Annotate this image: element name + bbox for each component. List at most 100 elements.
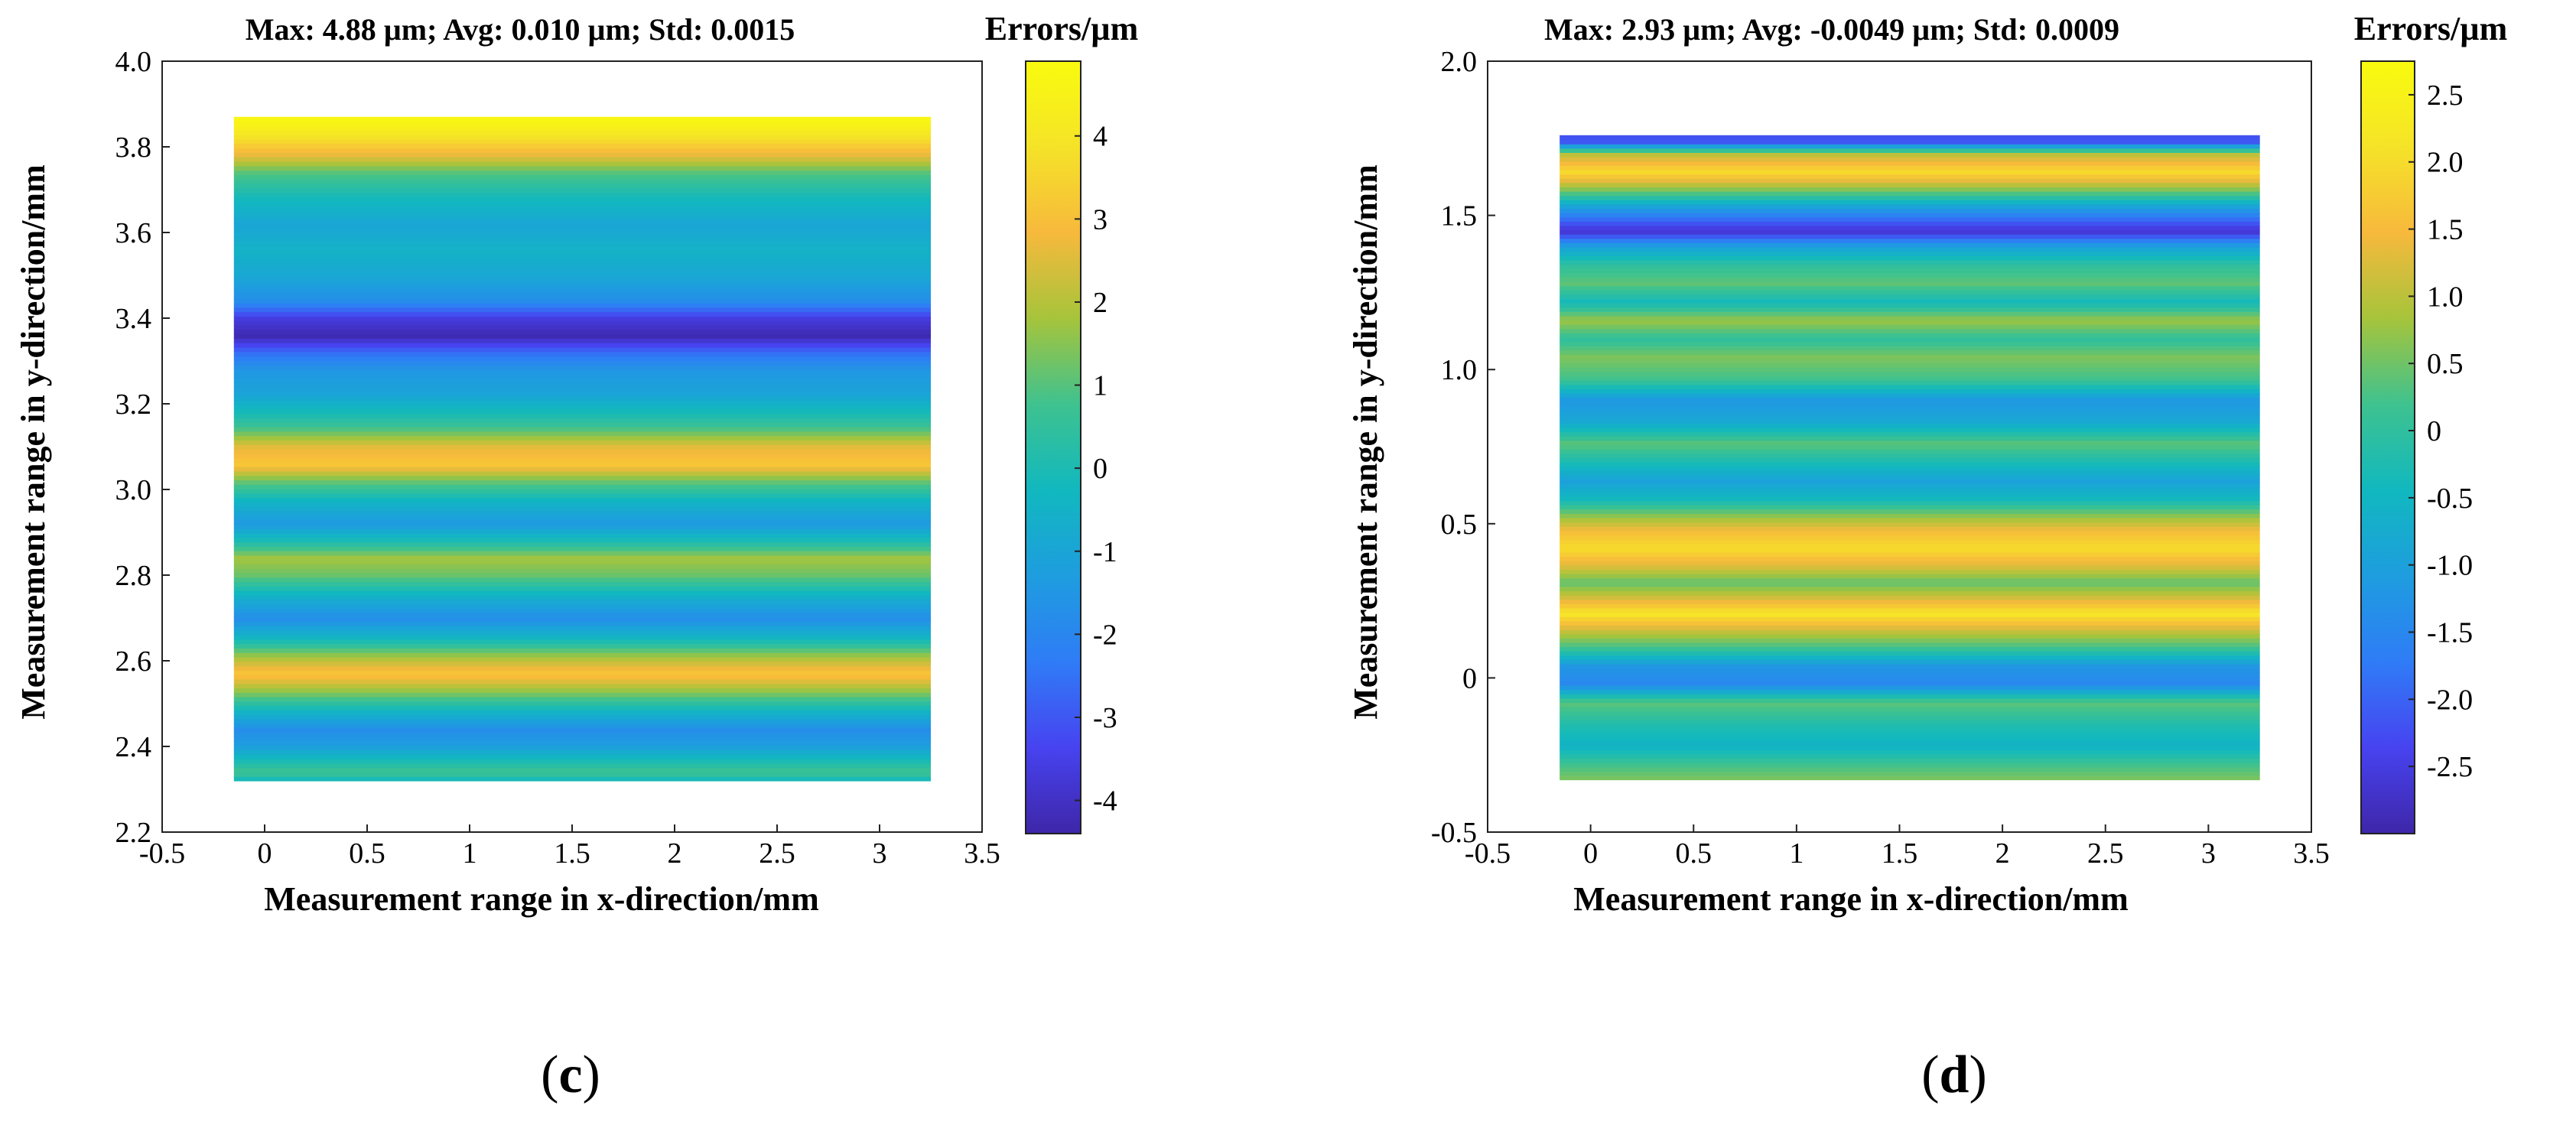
heatmap-band: [233, 448, 931, 454]
heatmap-band: [1560, 496, 2260, 502]
heatmap-band: [1560, 732, 2260, 738]
colorbar-tick-label: -1.0: [2427, 550, 2473, 582]
y-tick-label: 2.2: [115, 817, 152, 849]
x-tick-label: 3: [873, 837, 887, 870]
heatmap-band: [233, 626, 931, 631]
chart-title-c: Max: 4.88 µm; Avg: 0.010 µm; Std: 0.0015: [246, 12, 795, 47]
heatmap-band: [233, 125, 931, 131]
heatmap-band: [1560, 483, 2260, 489]
x-tick-label: 3.5: [2293, 837, 2330, 870]
heatmap-band: [233, 590, 931, 596]
heatmap-band: [233, 223, 931, 229]
heatmap-band: [233, 298, 931, 304]
x-tick-label: 3: [2201, 837, 2216, 870]
heatmap-band: [1560, 538, 2260, 545]
heatmap-band: [233, 678, 931, 684]
heatmap-band: [233, 121, 931, 127]
x-tick-label: 3.5: [964, 837, 1000, 870]
heatmap-band: [233, 440, 931, 445]
heatmap-band: [1560, 586, 2260, 591]
heatmap-band: [233, 134, 931, 140]
heatmap-band: [233, 484, 931, 489]
colorbar-title-c: Errors/µm: [985, 10, 1139, 47]
heatmap-band: [233, 148, 931, 153]
heatmap-band: [233, 710, 931, 715]
heatmap-band: [1560, 616, 2260, 622]
heatmap-band: [1560, 148, 2260, 153]
heatmap-band: [1560, 414, 2260, 420]
heatmap-band: [233, 258, 931, 264]
heatmap-band: [1560, 341, 2260, 346]
heatmap-band: [233, 599, 931, 605]
heatmap-band: [1560, 190, 2260, 197]
heatmap-band: [1560, 363, 2260, 368]
heatmap-band: [1560, 234, 2260, 239]
heatmap-band: [1560, 436, 2260, 441]
x-tick-label: 0: [1583, 837, 1598, 870]
heatmap-band: [233, 178, 931, 184]
heatmap-band: [233, 732, 931, 737]
colorbar-tick-label: -2: [1093, 619, 1117, 651]
heatmap-band: [1560, 736, 2260, 742]
heatmap-band: [1560, 694, 2260, 699]
heatmap-band: [1560, 169, 2260, 175]
heatmap-band: [233, 289, 931, 295]
heatmap-band: [1560, 333, 2260, 338]
heatmap-band: [233, 493, 931, 499]
heatmap-band: [1560, 161, 2260, 166]
heatmap-band: [1560, 766, 2260, 772]
heatmap-band: [233, 382, 931, 388]
heatmap-band: [1560, 479, 2260, 484]
heatmap-band: [233, 391, 931, 397]
y-tick-label: 0.5: [1441, 509, 1478, 541]
heatmap-band: [1560, 500, 2260, 506]
heatmap-band: [233, 271, 931, 277]
heatmap-band: [1560, 535, 2260, 540]
heatmap-band: [1560, 444, 2260, 450]
heatmap-band: [233, 143, 931, 149]
heatmap-band: [233, 537, 931, 543]
heatmap-band: [233, 262, 931, 268]
heatmap-band: [1560, 560, 2260, 566]
y-tick-label: 2.0: [1441, 46, 1478, 78]
heatmap-band: [233, 324, 931, 330]
heatmap-band: [1560, 174, 2260, 179]
heatmap-band: [1560, 719, 2260, 725]
y-tick-label: 1.5: [1441, 200, 1478, 232]
heatmap-band: [233, 431, 931, 437]
colorbar-tick-label: 0: [2427, 415, 2441, 447]
heatmap-band: [233, 564, 931, 569]
heatmap-band: [1560, 144, 2260, 149]
panel-letter-c: c: [558, 1045, 582, 1104]
heatmap-band: [233, 320, 931, 326]
heatmap-band: [233, 714, 931, 720]
heatmap-band: [1560, 775, 2260, 781]
heatmap-band: [1560, 723, 2260, 729]
heatmap-band: [1560, 474, 2260, 480]
panel-label-d: (d): [1921, 1045, 1987, 1104]
heatmap-band: [1560, 384, 2260, 389]
heatmap-band: [233, 152, 931, 158]
heatmap-band: [233, 510, 931, 516]
heatmap-band: [233, 130, 931, 135]
heatmap-band: [233, 369, 931, 375]
heatmap-band: [233, 236, 931, 242]
heatmap-band: [233, 568, 931, 574]
heatmap-band: [1560, 715, 2260, 720]
heatmap-band: [233, 519, 931, 525]
heatmap-band: [233, 413, 931, 419]
y-axis-label-c: Measurement range in y-direction/mm: [15, 164, 52, 719]
heatmap-band: [233, 338, 931, 343]
y-tick-label: 4.0: [115, 46, 152, 78]
heatmap-band: [233, 183, 931, 189]
heatmap-band: [1560, 517, 2260, 523]
heatmap-band: [1560, 402, 2260, 407]
x-axis-label-c: Measurement range in x-direction/mm: [264, 880, 818, 918]
heatmap-band: [233, 683, 931, 689]
colorbar-tick-label: 1.5: [2427, 214, 2464, 246]
heatmap-band: [1560, 745, 2260, 750]
heatmap-band: [1560, 392, 2260, 398]
heatmap-band: [233, 356, 931, 361]
heatmap-band: [233, 466, 931, 472]
heatmap-band: [233, 400, 931, 405]
